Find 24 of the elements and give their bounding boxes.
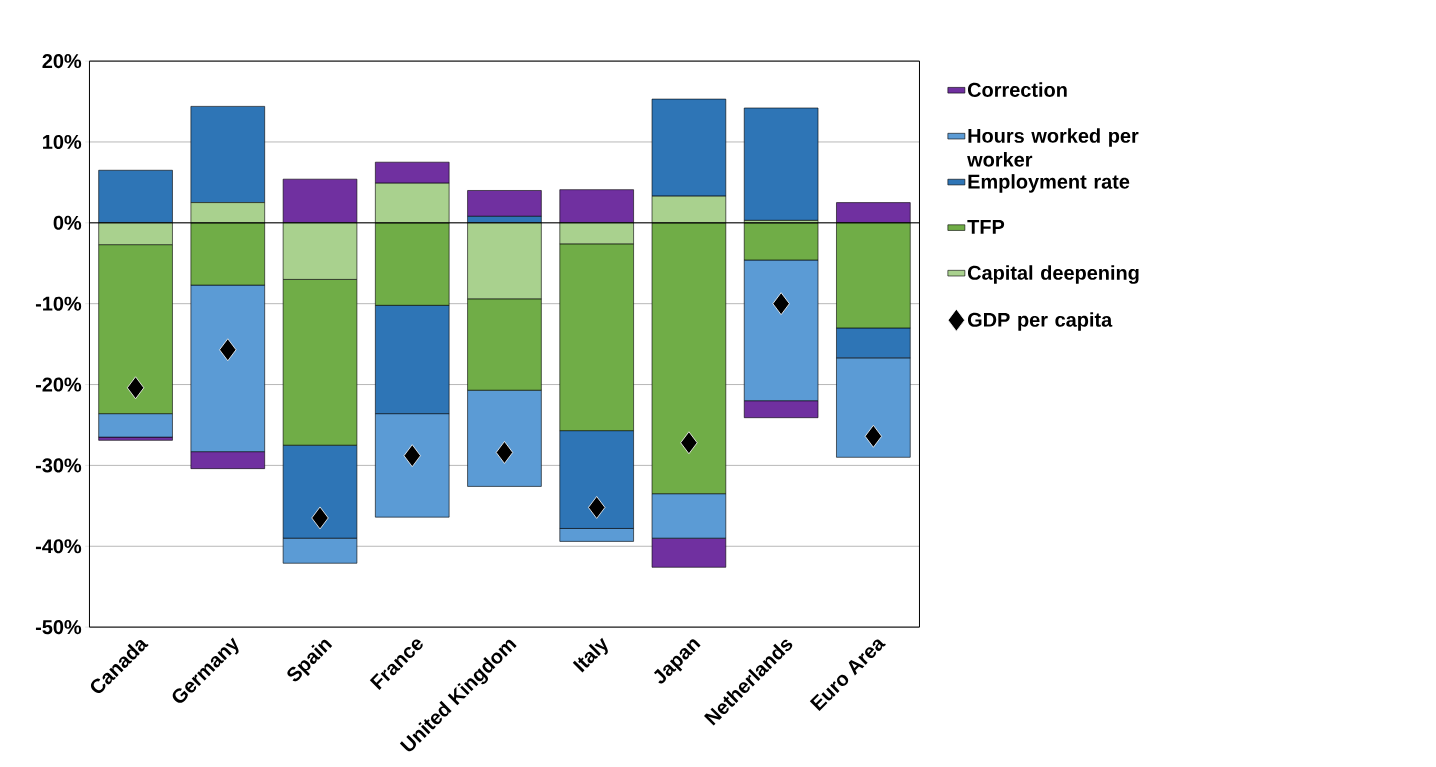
- point: [772, 292, 790, 316]
- y-tick-label: 20%: [42, 54, 82, 69]
- y-tick-label: -10%: [35, 296, 82, 311]
- y-tick-label: -40%: [35, 539, 82, 554]
- legend-label: TFP: [967, 220, 1005, 234]
- legend-label: Hours worked per worker: [967, 128, 1139, 167]
- point: [311, 506, 329, 530]
- legend-label: Employment rate: [968, 174, 1130, 193]
- point: [680, 431, 698, 455]
- legend-label: Capital deepening: [967, 265, 1139, 284]
- point: [126, 376, 145, 400]
- y-tick-label: 10%: [43, 134, 82, 150]
- point: [495, 441, 514, 464]
- point: [219, 338, 237, 362]
- y-tick-label: -30%: [35, 458, 82, 473]
- bar: [743, 107, 819, 221]
- y-tick-label: -20%: [35, 377, 82, 392]
- y-tick-label: -50%: [35, 620, 82, 635]
- legend-label: Correction: [967, 82, 1067, 97]
- y-tick-label: 0%: [53, 215, 82, 230]
- point: [864, 424, 883, 448]
- point: [403, 444, 421, 468]
- point: [588, 496, 606, 519]
- legend-label: GDP per capita: [967, 312, 1113, 331]
